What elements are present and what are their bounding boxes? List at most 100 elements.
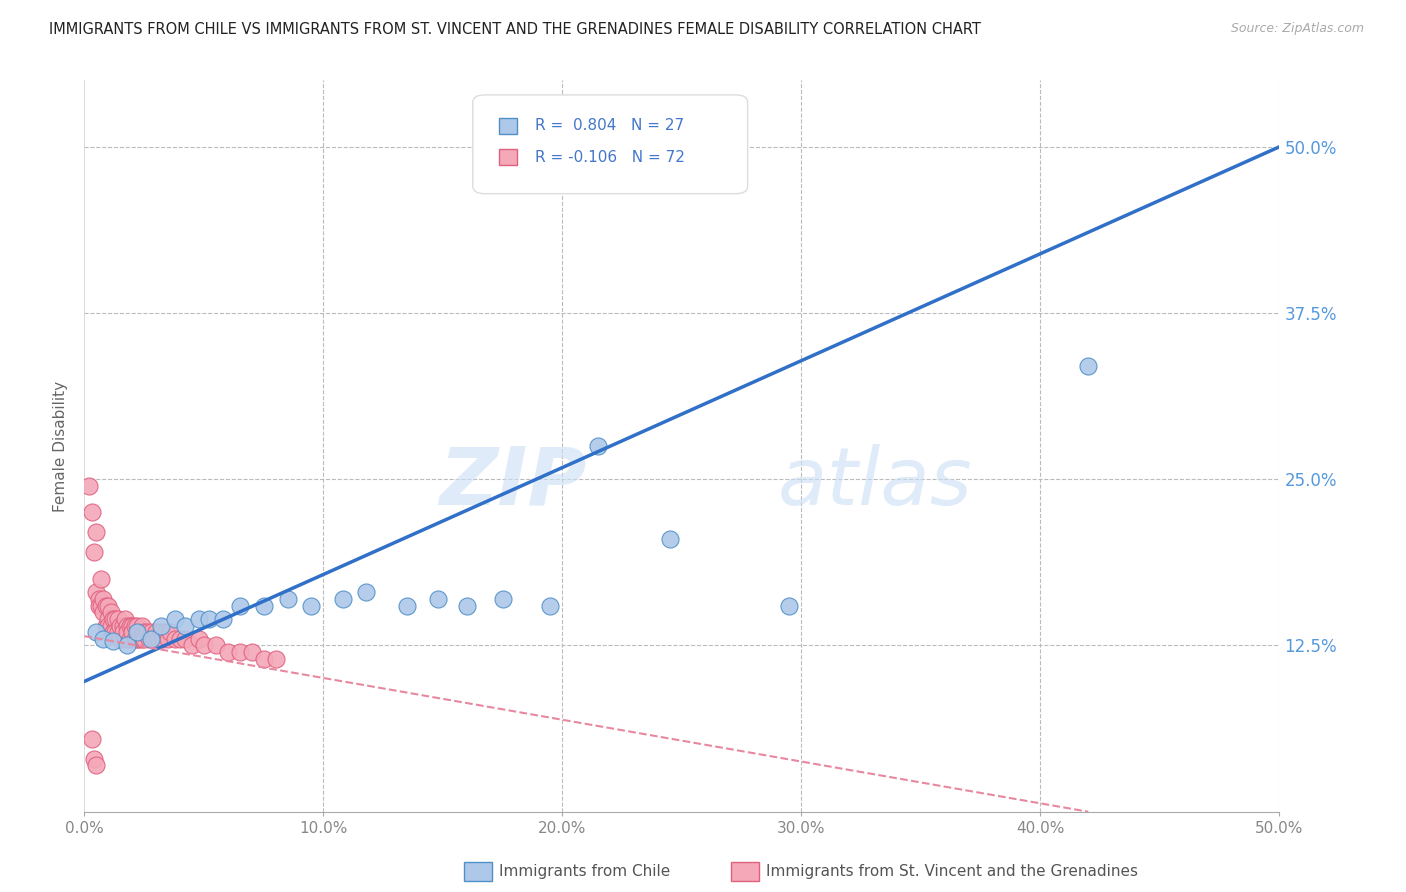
Point <box>356 585 378 599</box>
FancyBboxPatch shape <box>472 95 748 194</box>
Point <box>492 591 515 606</box>
Point <box>212 612 235 626</box>
Point <box>659 532 682 546</box>
Point <box>149 625 172 640</box>
Point <box>90 572 112 586</box>
Point <box>87 599 110 613</box>
Point <box>135 625 157 640</box>
Point <box>301 599 323 613</box>
Point <box>277 591 299 606</box>
Point <box>97 618 120 632</box>
Point <box>540 599 562 613</box>
Point <box>142 632 165 646</box>
Point <box>124 618 146 632</box>
Point <box>94 599 117 613</box>
Point <box>118 618 141 632</box>
FancyBboxPatch shape <box>499 118 517 134</box>
Point <box>173 618 195 632</box>
Point <box>193 639 215 653</box>
Point <box>111 625 134 640</box>
Point <box>86 585 108 599</box>
Text: R = -0.106   N = 72: R = -0.106 N = 72 <box>534 150 685 165</box>
Point <box>101 612 124 626</box>
Point <box>101 634 124 648</box>
Point <box>101 625 124 640</box>
Point <box>131 632 153 646</box>
Point <box>124 632 146 646</box>
Point <box>125 625 148 640</box>
Point <box>188 612 211 626</box>
Point <box>229 645 252 659</box>
Point <box>111 618 134 632</box>
Text: ZIP: ZIP <box>439 443 586 522</box>
Point <box>229 599 252 613</box>
Y-axis label: Female Disability: Female Disability <box>53 380 69 512</box>
Point <box>132 632 156 646</box>
Point <box>90 599 112 613</box>
Point <box>145 625 167 640</box>
Point <box>83 751 105 765</box>
Point <box>173 632 195 646</box>
Point <box>427 591 450 606</box>
Text: Immigrants from Chile: Immigrants from Chile <box>499 864 671 879</box>
Text: R =  0.804   N = 27: R = 0.804 N = 27 <box>534 118 685 133</box>
Point <box>86 625 108 640</box>
Point <box>107 625 129 640</box>
Text: atlas: atlas <box>778 443 973 522</box>
Point <box>97 599 120 613</box>
Point <box>100 605 122 619</box>
Point <box>125 632 148 646</box>
Point <box>188 632 211 646</box>
Point <box>205 639 228 653</box>
Point <box>149 618 172 632</box>
Point <box>157 632 180 646</box>
Text: Immigrants from St. Vincent and the Grenadines: Immigrants from St. Vincent and the Gren… <box>766 864 1139 879</box>
Point <box>779 599 801 613</box>
Point <box>83 545 105 559</box>
Point <box>87 591 110 606</box>
Point <box>118 632 141 646</box>
Point <box>86 525 108 540</box>
Point <box>114 612 136 626</box>
Point <box>80 731 103 746</box>
Point <box>110 618 132 632</box>
Point <box>131 618 153 632</box>
Point <box>141 625 163 640</box>
Point <box>155 625 177 640</box>
Point <box>456 599 478 613</box>
Point <box>264 652 287 666</box>
Point <box>97 612 120 626</box>
Point <box>77 479 100 493</box>
Point <box>121 625 143 640</box>
Point <box>100 618 122 632</box>
Text: Source: ZipAtlas.com: Source: ZipAtlas.com <box>1230 22 1364 36</box>
Point <box>588 439 610 453</box>
Point <box>93 591 115 606</box>
Point <box>138 632 160 646</box>
FancyBboxPatch shape <box>499 149 517 165</box>
Point <box>152 632 174 646</box>
Point <box>165 632 187 646</box>
Point <box>217 645 239 659</box>
Point <box>117 625 139 640</box>
Point <box>148 632 170 646</box>
Point <box>240 645 263 659</box>
Point <box>114 632 136 646</box>
Point <box>107 612 129 626</box>
Point <box>93 632 115 646</box>
Point <box>125 618 148 632</box>
Point <box>181 639 204 653</box>
Point <box>117 618 139 632</box>
Point <box>128 625 150 640</box>
Point <box>141 632 163 646</box>
Point <box>197 612 219 626</box>
Point <box>94 618 117 632</box>
Point <box>104 625 127 640</box>
Point <box>104 612 127 626</box>
Point <box>117 639 139 653</box>
Point <box>110 632 132 646</box>
Text: IMMIGRANTS FROM CHILE VS IMMIGRANTS FROM ST. VINCENT AND THE GRENADINES FEMALE D: IMMIGRANTS FROM CHILE VS IMMIGRANTS FROM… <box>49 22 981 37</box>
Point <box>121 618 143 632</box>
Point <box>159 625 181 640</box>
Point <box>80 506 103 520</box>
